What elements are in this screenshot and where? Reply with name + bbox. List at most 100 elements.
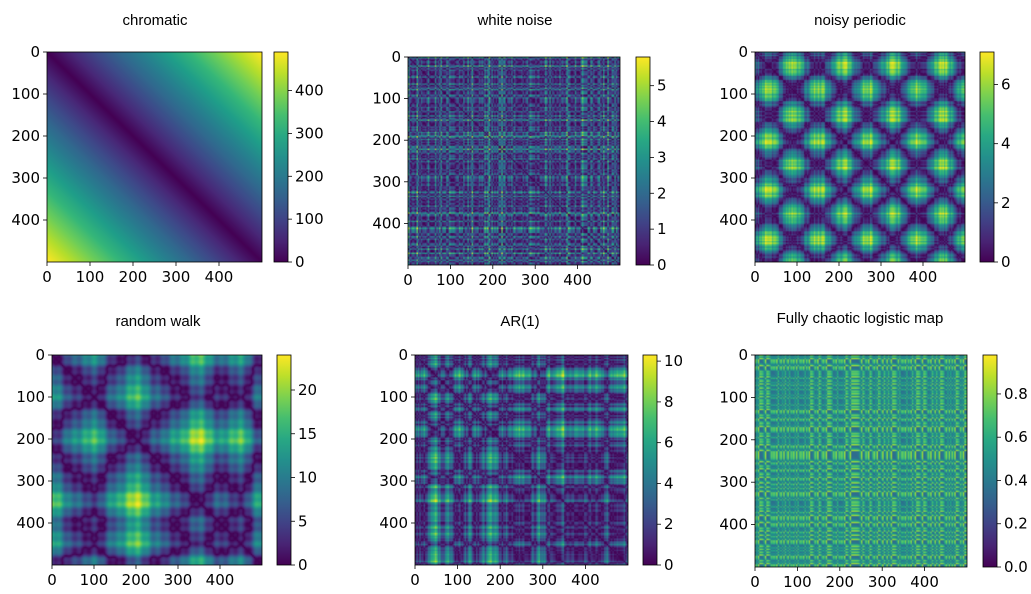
colorbar-tick-label: 0.6: [1004, 428, 1028, 446]
colorbar-tick-label: 5: [657, 77, 667, 95]
x-tick-label: 0: [410, 571, 420, 589]
x-tick-label: 100: [783, 573, 812, 591]
x-tick-label: 200: [119, 268, 148, 286]
y-tick-label: 100: [11, 85, 40, 103]
colorbar-tick-label: 2: [1001, 194, 1011, 212]
colorbar-tick-label: 0: [298, 556, 308, 574]
colorbar-tick-label: 0: [657, 256, 667, 274]
colorbar-tick-label: 4: [1001, 135, 1011, 153]
colorbar-tick-label: 5: [298, 512, 308, 530]
colorbar-tick-label: 4: [657, 113, 667, 131]
y-tick-label: 100: [379, 388, 408, 406]
y-tick-label: 400: [719, 516, 748, 534]
colorbar: [982, 354, 998, 568]
heatmap-cells: [408, 57, 620, 265]
colorbar-tick-label: 0.2: [1004, 515, 1028, 533]
heatmap-cells: [47, 52, 262, 262]
colorbar-tick-label: 6: [1001, 76, 1011, 94]
y-tick-label: 300: [372, 173, 401, 191]
y-tick-label: 200: [372, 131, 401, 149]
y-tick-label: 300: [719, 169, 748, 187]
panel-title: noisy periodic: [814, 12, 906, 29]
heatmap-cells: [755, 355, 967, 567]
panel-title: Fully chaotic logistic map: [777, 310, 944, 327]
colorbar-tick-label: 3: [657, 148, 667, 166]
y-tick-label: 0: [35, 346, 45, 364]
heatmap-panel-3: noisy periodic 0 100 200 300 400 0 100 200 300 400…: [719, 12, 1010, 286]
x-tick-label: 0: [750, 268, 760, 286]
x-tick-label: 100: [436, 271, 465, 289]
x-tick-label: 300: [521, 271, 550, 289]
y-tick-label: 100: [719, 85, 748, 103]
colorbar-tick-label: 400: [295, 82, 324, 100]
colorbar-tick-label: 0.4: [1004, 471, 1028, 489]
y-tick-label: 0: [391, 48, 401, 66]
x-tick-label: 300: [528, 571, 557, 589]
x-tick-label: 300: [162, 268, 191, 286]
colorbar-tick-label: 10: [664, 352, 683, 370]
y-tick-label: 300: [379, 472, 408, 490]
colorbar: [635, 56, 651, 266]
y-tick-label: 300: [11, 169, 40, 187]
plot-frame: [46, 51, 263, 263]
y-tick-label: 300: [719, 473, 748, 491]
y-tick-label: 400: [379, 514, 408, 532]
colorbar-tick-label: 4: [664, 474, 674, 492]
y-tick-label: 400: [16, 514, 45, 532]
colorbar-tick-label: 10: [298, 469, 317, 487]
y-tick-label: 200: [719, 127, 748, 145]
colorbar-tick-label: 200: [295, 167, 324, 185]
heatmap-cells: [755, 52, 965, 262]
x-tick-label: 0: [47, 571, 57, 589]
y-tick-label: 200: [11, 127, 40, 145]
heatmap-panel-1: chromatic 0 100 200 300 400 0 100 200 300 400 0 100 2…: [11, 12, 323, 286]
x-tick-label: 100: [80, 571, 109, 589]
x-tick-label: 200: [825, 573, 854, 591]
x-tick-label: 400: [909, 268, 938, 286]
heatmap-panel-2: white noise 0 100 200 300 400 0 100 200 300 400 0 1 2…: [372, 12, 666, 289]
colorbar-tick-label: 2: [664, 515, 674, 533]
x-tick-label: 100: [443, 571, 472, 589]
heatmap-panel-6: Fully chaotic logistic map 0 100 200 300 400 0…: [719, 310, 1028, 591]
x-tick-label: 200: [486, 571, 515, 589]
x-tick-label: 100: [76, 268, 105, 286]
colorbar-tick-label: 1: [657, 220, 667, 238]
x-tick-label: 400: [563, 271, 592, 289]
y-tick-label: 300: [16, 472, 45, 490]
y-tick-label: 200: [379, 430, 408, 448]
x-tick-label: 0: [750, 573, 760, 591]
y-tick-label: 400: [719, 211, 748, 229]
colorbar-tick-label: 2: [657, 184, 667, 202]
colorbar: [642, 354, 658, 566]
y-tick-label: 0: [738, 346, 748, 364]
x-tick-label: 300: [164, 571, 193, 589]
plot-frame: [754, 354, 968, 568]
colorbar-tick-label: 300: [295, 124, 324, 142]
y-tick-label: 0: [398, 346, 408, 364]
y-tick-label: 200: [16, 430, 45, 448]
colorbar-tick-label: 0: [295, 253, 305, 271]
heatmap-cells: [415, 355, 628, 565]
x-tick-label: 0: [403, 271, 413, 289]
colorbar: [276, 354, 292, 566]
y-tick-label: 100: [16, 388, 45, 406]
colorbar: [979, 51, 995, 263]
x-tick-label: 0: [42, 268, 52, 286]
x-tick-label: 400: [206, 571, 235, 589]
colorbar-tick-label: 100: [295, 210, 324, 228]
panel-title: white noise: [476, 12, 552, 29]
panel-title: AR(1): [500, 313, 539, 330]
colorbar-tick-label: 20: [298, 381, 317, 399]
plot-frame: [51, 354, 263, 566]
colorbar-tick-label: 8: [664, 393, 674, 411]
plot-frame: [414, 354, 629, 566]
x-tick-label: 200: [825, 268, 854, 286]
y-tick-label: 100: [372, 90, 401, 108]
y-tick-label: 0: [30, 43, 40, 61]
y-tick-label: 100: [719, 388, 748, 406]
colorbar-tick-label: 0: [664, 556, 674, 574]
panel-title: random walk: [115, 313, 201, 330]
panel-title: chromatic: [122, 12, 188, 29]
x-tick-label: 400: [205, 268, 234, 286]
